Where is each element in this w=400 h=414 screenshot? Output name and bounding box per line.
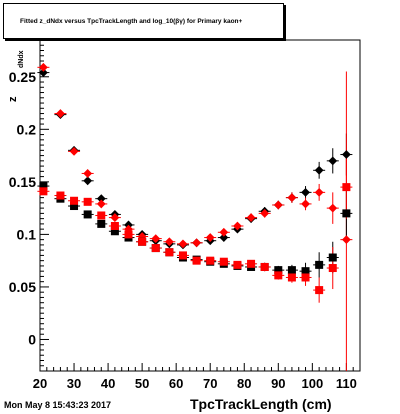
x-tick-label: 40 bbox=[101, 376, 115, 391]
square-marker bbox=[178, 251, 187, 260]
x-tick-label: 30 bbox=[67, 376, 81, 391]
diamond-marker bbox=[314, 165, 324, 175]
diamond-marker bbox=[83, 176, 93, 186]
diamond-marker bbox=[273, 200, 283, 210]
square-marker bbox=[219, 257, 228, 266]
square-marker bbox=[233, 260, 242, 269]
square-marker bbox=[70, 196, 79, 205]
square-marker bbox=[247, 259, 256, 268]
diamond-marker bbox=[219, 233, 229, 242]
square-marker bbox=[39, 187, 48, 196]
datestamp: Mon May 8 15:43:23 2017 bbox=[4, 400, 112, 410]
square-marker bbox=[274, 266, 283, 275]
diamond-marker bbox=[301, 187, 310, 197]
square-marker bbox=[315, 286, 324, 295]
square-marker bbox=[287, 266, 296, 275]
diamond-marker bbox=[219, 227, 229, 237]
diamond-marker bbox=[39, 62, 48, 72]
x-tick-label: 110 bbox=[336, 376, 357, 391]
diamond-marker bbox=[328, 156, 338, 166]
x-tick-label: 60 bbox=[169, 376, 183, 391]
y-tick-label: 0.1 bbox=[17, 226, 37, 242]
square-marker bbox=[124, 230, 133, 239]
square-marker bbox=[151, 244, 160, 253]
square-marker bbox=[342, 183, 351, 192]
square-marker bbox=[97, 219, 106, 228]
diamond-marker bbox=[96, 194, 106, 204]
square-marker bbox=[39, 182, 48, 191]
square-marker bbox=[260, 262, 269, 271]
square-marker bbox=[301, 267, 310, 276]
square-marker bbox=[315, 260, 324, 269]
diamond-marker bbox=[314, 187, 324, 197]
diamond-marker bbox=[96, 199, 106, 209]
y-tick-label: 0.15 bbox=[9, 174, 36, 190]
diamond-marker bbox=[110, 213, 120, 222]
square-marker bbox=[70, 202, 79, 211]
diamond-marker bbox=[233, 221, 242, 231]
axis-ticks: 20 30 40 50 60 70 80 90 100 110 0 0.05 0.1 0.15 0.2 0.2… bbox=[9, 39, 361, 391]
square-marker bbox=[56, 191, 65, 200]
diamond-marker bbox=[341, 150, 351, 159]
square-marker bbox=[328, 264, 337, 273]
square-marker bbox=[274, 271, 283, 280]
y-tick-label: 0.25 bbox=[9, 69, 36, 85]
square-marker bbox=[342, 209, 351, 218]
diamond-marker bbox=[164, 237, 174, 247]
y-axis-label-sub: dNdx bbox=[18, 50, 25, 69]
diamond-marker bbox=[39, 68, 48, 77]
chart-title: Fitted z_dNdx versus TpcTrackLength and … bbox=[20, 17, 243, 25]
x-axis-title: TpcTrackLength (cm) bbox=[190, 396, 332, 412]
square-marker bbox=[165, 248, 174, 257]
diamond-marker bbox=[124, 224, 133, 234]
diamond-marker bbox=[328, 203, 338, 213]
diamond-marker bbox=[178, 239, 188, 249]
x-tick-label: 50 bbox=[135, 376, 149, 391]
diamond-marker bbox=[246, 213, 256, 222]
x-tick-label: 100 bbox=[301, 376, 323, 391]
diamond-marker bbox=[151, 234, 161, 243]
x-tick-label: 20 bbox=[33, 376, 47, 391]
diamond-marker bbox=[341, 235, 351, 245]
square-marker bbox=[206, 256, 215, 265]
y-axis-title: z dNdx bbox=[4, 40, 30, 103]
diamond-marker bbox=[301, 199, 310, 209]
square-marker bbox=[83, 197, 92, 206]
y-tick-label: 0.05 bbox=[9, 279, 36, 295]
square-marker bbox=[83, 210, 92, 219]
diamond-marker bbox=[56, 109, 65, 118]
diamond-marker bbox=[287, 193, 297, 203]
diamond-marker bbox=[83, 169, 93, 178]
square-marker bbox=[97, 211, 106, 220]
chart-title-box: Fitted z_dNdx versus TpcTrackLength and … bbox=[3, 3, 284, 39]
square-marker bbox=[192, 256, 201, 265]
x-tick-label: 70 bbox=[203, 376, 217, 391]
diamond-marker bbox=[260, 208, 270, 218]
y-tick-label: 0 bbox=[28, 331, 36, 347]
x-tick-label: 90 bbox=[271, 376, 285, 391]
diamond-marker bbox=[192, 238, 201, 248]
square-marker bbox=[138, 237, 147, 246]
square-marker bbox=[110, 221, 119, 230]
square-marker bbox=[301, 273, 310, 282]
square-marker bbox=[328, 253, 337, 262]
y-axis-label-main: z bbox=[7, 96, 19, 103]
square-marker bbox=[110, 227, 119, 236]
y-tick-label: 0.2 bbox=[17, 121, 37, 137]
data-markers bbox=[39, 62, 351, 295]
x-tick-label: 80 bbox=[237, 376, 251, 391]
diamond-marker bbox=[69, 146, 79, 156]
diamond-marker bbox=[205, 233, 215, 242]
square-marker bbox=[287, 273, 296, 282]
